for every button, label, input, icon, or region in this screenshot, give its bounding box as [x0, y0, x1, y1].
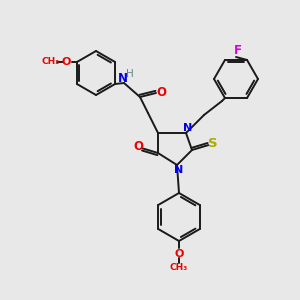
Text: CH₃: CH₃ — [170, 263, 188, 272]
Text: S: S — [208, 136, 218, 150]
Text: O: O — [174, 249, 184, 259]
Text: O: O — [156, 85, 166, 98]
Text: N: N — [174, 165, 184, 175]
Text: O: O — [61, 57, 70, 67]
Text: H: H — [126, 69, 134, 79]
Text: F: F — [234, 44, 242, 58]
Text: N: N — [118, 73, 128, 85]
Text: CH₃: CH₃ — [42, 56, 60, 65]
Text: O: O — [134, 140, 144, 153]
Text: N: N — [183, 123, 193, 133]
